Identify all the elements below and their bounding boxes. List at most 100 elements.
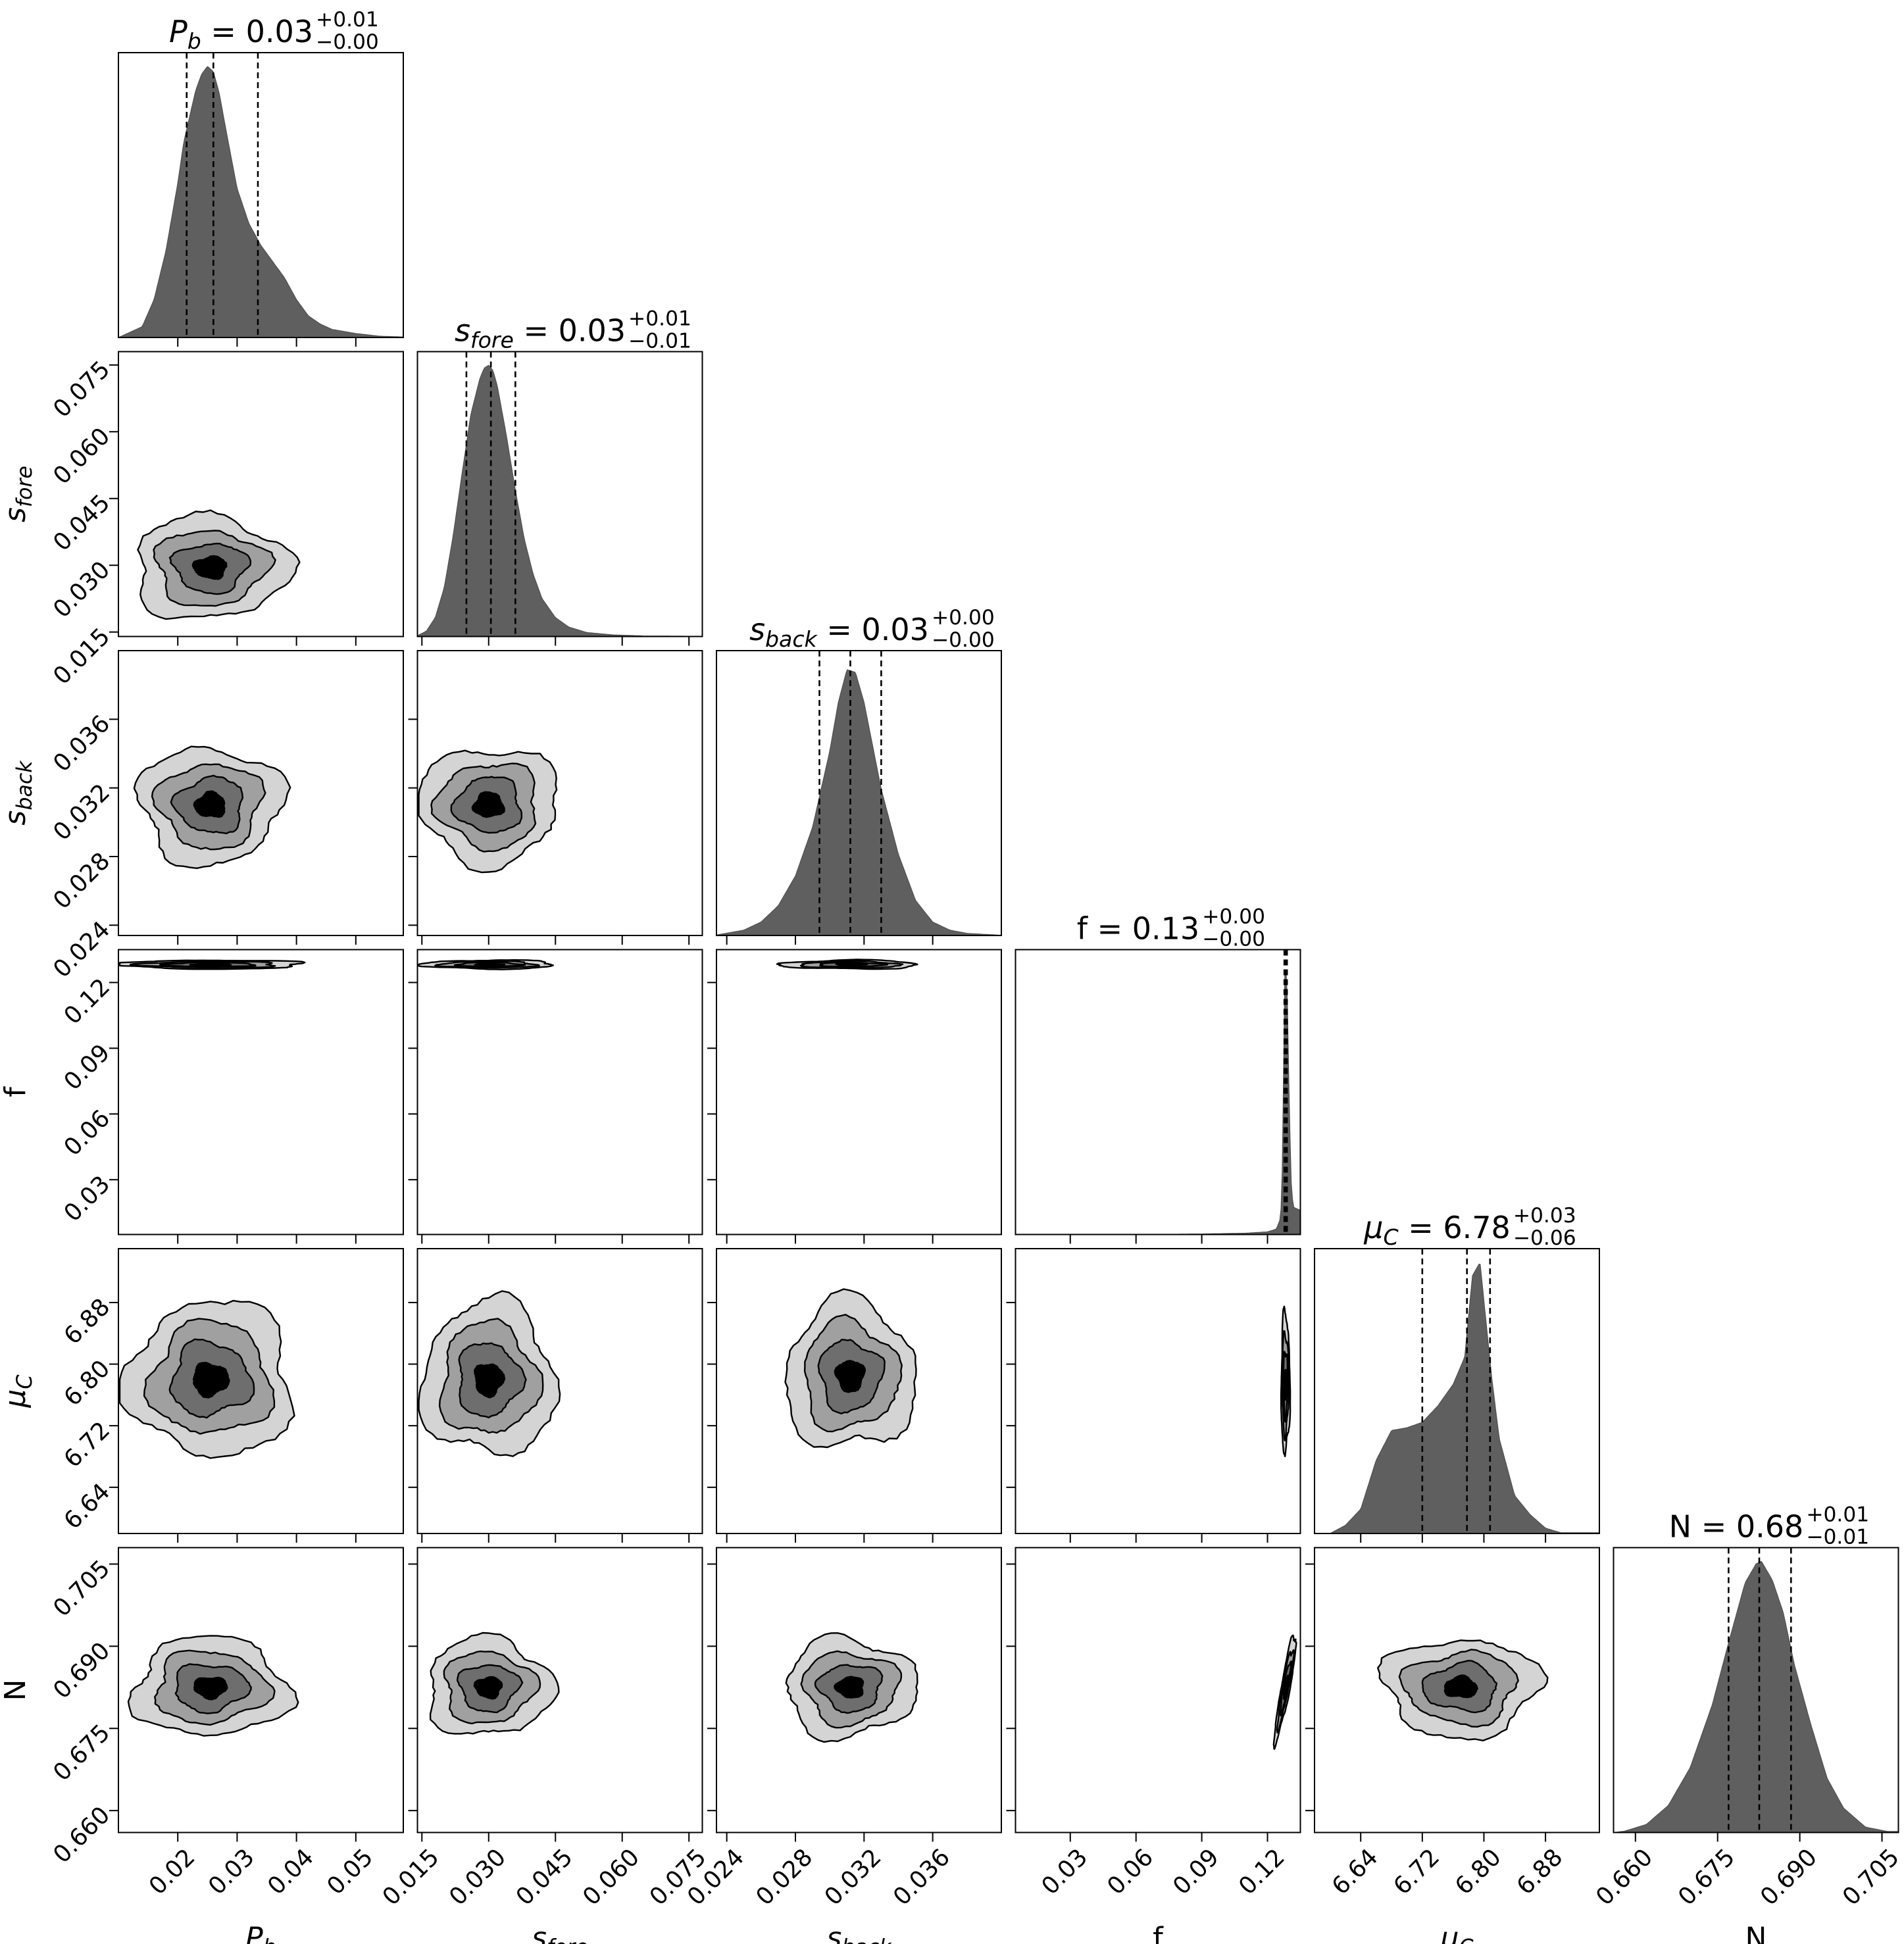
axes-frame: [418, 950, 703, 1235]
y-tick-label-muC-1: 6.72: [59, 1416, 116, 1473]
y-tick-label-muC-0: 6.64: [59, 1478, 116, 1535]
title-label-muC: μ: [1363, 1210, 1383, 1245]
contour-muC-vs-Pb: 6.646.726.806.88: [59, 1249, 403, 1543]
y-tick-label-sfore-0: 0.015: [48, 623, 115, 690]
title-value-sback: = 0.03: [817, 612, 929, 647]
x-tick-label-N-2: 0.690: [1755, 1844, 1822, 1911]
title-value-muC: = 6.78: [1399, 1210, 1511, 1245]
x-tick-label-sback-2: 0.032: [820, 1844, 887, 1911]
x-tick-label-Pb-0: 0.02: [144, 1844, 201, 1901]
axes-frame: [716, 950, 1001, 1235]
x-axis-label-main: s: [532, 1922, 547, 1944]
title-value-N: = 0.68: [1691, 1509, 1803, 1545]
title-f: f = 0.13: [1077, 911, 1199, 947]
title-plus-muC: +0.03: [1513, 1204, 1576, 1228]
contour-level-3-f-vs-Pb: [190, 964, 232, 966]
y-tick-label-sfore-4: 0.075: [48, 356, 115, 423]
x-axis-label-main: s: [826, 1922, 841, 1944]
marginal-density-sfore: [418, 365, 703, 636]
contour-N-vs-Pb: 0.020.030.040.050.6600.6750.6900.705: [48, 1548, 403, 1901]
y-axis-label-main: μ: [0, 1389, 32, 1408]
title-minus-N: −0.01: [1806, 1526, 1869, 1549]
x-axis-label-sback: sback: [826, 1922, 892, 1944]
contour-f-vs-sfore: [409, 950, 703, 1244]
x-tick-label-muC-2: 6.80: [1450, 1844, 1507, 1901]
y-tick-label-muC-2: 6.80: [59, 1355, 116, 1412]
contour-sfore-vs-Pb: 0.0150.0300.0450.0600.075: [48, 352, 403, 690]
title-label-sub-muC: C: [1383, 1224, 1398, 1250]
y-tick-label-N-0: 0.660: [48, 1801, 115, 1868]
x-tick-label-f-0: 0.03: [1036, 1844, 1093, 1901]
x-tick-label-muC-0: 6.64: [1327, 1844, 1384, 1901]
y-tick-label-sfore-3: 0.060: [48, 423, 115, 490]
x-tick-label-Pb-2: 0.04: [263, 1844, 319, 1901]
y-tick-label-sback-1: 0.028: [48, 847, 115, 914]
title-label-sback: s: [749, 612, 765, 647]
contour-f-vs-sback: [707, 950, 1001, 1244]
title-sfore: sfore = 0.03: [455, 313, 626, 353]
contour-N-vs-sfore: 0.0150.0300.0450.0600.075: [378, 1548, 712, 1911]
title-plus-N: +0.01: [1806, 1503, 1869, 1527]
x-tick-label-Pb-1: 0.03: [203, 1844, 260, 1901]
contour-sback-vs-Pb: 0.0240.0280.0320.036: [48, 651, 403, 983]
y-tick-label-f-1: 0.06: [59, 1105, 116, 1162]
y-axis-label-N: N: [0, 1680, 32, 1701]
x-axis-label-sfore: sfore: [532, 1922, 588, 1944]
y-tick-label-muC-3: 6.88: [59, 1293, 116, 1350]
title-muC: μC = 6.78: [1363, 1210, 1511, 1250]
x-tick-label-Pb-3: 0.05: [322, 1844, 379, 1901]
marginal-sfore: sfore = 0.03+0.01−0.01: [418, 307, 703, 646]
y-tick-label-sfore-2: 0.045: [48, 489, 115, 557]
axes-frame: [1016, 1249, 1301, 1533]
contour-level-3-muC-vs-f: [1284, 1370, 1286, 1400]
y-tick-label-f-0: 0.03: [59, 1171, 116, 1228]
marginal-sback: sback = 0.03+0.00−0.00: [716, 606, 1001, 945]
y-axis-label-muC: μC: [0, 1374, 37, 1408]
title-label-sub-sback: back: [765, 626, 818, 652]
y-tick-label-sback-3: 0.036: [48, 710, 115, 778]
contour-sback-vs-sfore: [409, 651, 703, 945]
y-tick-label-sback-2: 0.032: [48, 779, 115, 846]
x-tick-label-sfore-2: 0.045: [511, 1844, 578, 1911]
x-axis-label-sub: back: [841, 1936, 892, 1944]
y-tick-label-sfore-1: 0.030: [48, 557, 115, 624]
contour-f-vs-Pb: 0.030.060.090.12: [59, 950, 403, 1244]
marginal-f: f = 0.13+0.00−0.00: [1016, 905, 1301, 1244]
title-minus-f: −0.00: [1202, 928, 1265, 951]
y-tick-label-sback-0: 0.024: [48, 916, 115, 984]
y-axis-label-sub: fore: [13, 466, 37, 507]
title-plus-f: +0.00: [1202, 905, 1265, 929]
x-axis-label-muC: μC: [1440, 1922, 1473, 1944]
x-tick-label-N-3: 0.705: [1838, 1844, 1904, 1911]
axes-frame: [118, 950, 403, 1235]
y-axis-label-sfore: sfore: [0, 466, 37, 522]
x-axis-label-f: f: [1153, 1922, 1164, 1944]
title-minus-sback: −0.00: [932, 628, 995, 652]
x-axis-label-main: P: [245, 1922, 263, 1944]
x-tick-label-sfore-0: 0.015: [378, 1844, 445, 1911]
x-tick-label-f-1: 0.06: [1102, 1844, 1159, 1901]
x-tick-label-sfore-1: 0.030: [444, 1844, 511, 1911]
title-N: N = 0.68: [1669, 1509, 1804, 1545]
title-label-Pb: P: [169, 14, 188, 49]
title-label-sub-sfore: fore: [470, 328, 514, 353]
x-tick-label-sback-3: 0.036: [888, 1844, 955, 1911]
x-tick-label-muC-1: 6.72: [1389, 1844, 1445, 1901]
y-axis-label-f: f: [0, 1086, 32, 1097]
marginal-density-Pb: [118, 66, 403, 337]
y-tick-label-N-1: 0.675: [48, 1720, 115, 1787]
contour-muC-vs-sfore: [409, 1249, 703, 1543]
contour-level-3-f-vs-sfore: [475, 964, 505, 966]
title-label-sfore: s: [455, 313, 470, 349]
x-axis-label-Pb: Pb: [245, 1922, 276, 1944]
contour-muC-vs-f: [1007, 1249, 1301, 1543]
contour-muC-vs-sback: [707, 1249, 1001, 1543]
y-axis-label-main: f: [0, 1086, 32, 1097]
marginal-muC: μC = 6.78+0.03−0.06: [1315, 1204, 1599, 1543]
y-axis-label-sub: back: [13, 760, 37, 810]
y-axis-label-sub: C: [13, 1374, 37, 1389]
x-axis-label-sub: fore: [547, 1936, 588, 1944]
title-plus-sback: +0.00: [932, 606, 995, 630]
title-minus-sfore: −0.01: [628, 330, 691, 353]
